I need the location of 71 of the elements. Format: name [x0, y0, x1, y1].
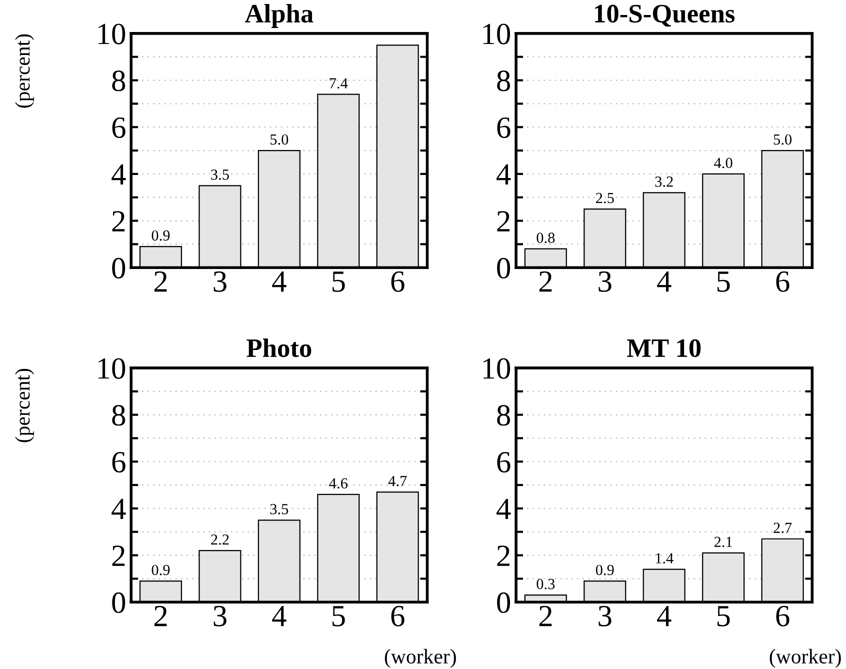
chart-title: MT 10 [627, 339, 701, 358]
data-label: 2.5 [596, 192, 614, 204]
data-label: 1.4 [656, 553, 674, 564]
x-tick-label: 4 [272, 271, 286, 292]
x-tick-label: 5 [332, 272, 345, 292]
y-tick-label: 2 [112, 211, 125, 232]
data-label: 2.2 [211, 534, 229, 545]
x-tick-label: 2 [154, 606, 167, 626]
x-tick-label: 5 [717, 606, 730, 626]
x-tick-label: 2 [539, 606, 552, 626]
y-tick-label: 2 [112, 546, 125, 566]
x-tick-label: 6 [776, 606, 790, 626]
y-tick-label: 0 [112, 258, 126, 278]
x-tick-label: 2 [154, 271, 167, 292]
data-label: 2.7 [774, 522, 792, 534]
x-axis-title: (worker) [770, 648, 841, 668]
y-tick-label: 4 [112, 164, 126, 185]
y-tick-label: 4 [112, 498, 126, 520]
y-axis-title: (percent) [15, 368, 34, 442]
y-tick-label: 8 [112, 70, 126, 92]
data-label: 5.0 [774, 134, 792, 145]
data-label: 0.9 [596, 564, 614, 576]
data-label: 5.0 [270, 134, 288, 145]
y-tick-label: 8 [497, 70, 510, 92]
y-axis-title: (percent) [15, 34, 34, 108]
y-tick-label: 10 [483, 358, 510, 379]
y-tick-label: 2 [497, 211, 510, 232]
y-tick-label: 8 [112, 405, 126, 426]
y-tick-label: 8 [497, 405, 510, 426]
x-tick-label: 3 [598, 271, 612, 292]
chart-title: Photo [246, 338, 312, 358]
x-tick-label: 6 [776, 271, 790, 292]
x-tick-label: 2 [539, 271, 552, 292]
x-tick-label: 5 [332, 606, 345, 626]
data-label: 2.1 [714, 536, 732, 548]
y-tick-label: 0 [497, 592, 510, 613]
data-label: 3.5 [211, 170, 229, 180]
x-tick-label: 4 [657, 271, 672, 292]
y-tick-label: 10 [483, 24, 510, 44]
y-tick-label: 6 [497, 117, 510, 138]
x-tick-label: 4 [657, 606, 672, 626]
y-tick-label: 4 [496, 164, 511, 185]
y-tick-label: 6 [112, 452, 126, 473]
data-label: 4.7 [388, 476, 407, 486]
data-label: 0.8 [536, 232, 555, 244]
data-label: 0.9 [152, 564, 170, 576]
y-tick-label: 10 [98, 24, 126, 44]
y-tick-label: 6 [112, 117, 126, 138]
data-label: 3.5 [270, 504, 288, 514]
chart-title: Alpha [244, 4, 314, 28]
x-tick-label: 3 [214, 606, 226, 626]
data-label: 7.4 [330, 78, 348, 89]
data-label: 3.2 [655, 176, 673, 187]
data-label: 4.0 [714, 158, 732, 168]
data-label: 4.6 [329, 478, 348, 489]
y-tick-label: 4 [496, 498, 511, 520]
y-tick-label: 0 [497, 258, 510, 278]
x-tick-label: 4 [272, 606, 286, 626]
x-tick-label: 3 [598, 606, 612, 626]
x-tick-label: 5 [717, 272, 730, 292]
y-tick-label: 2 [497, 546, 510, 566]
y-tick-label: 10 [98, 358, 126, 379]
y-tick-label: 6 [497, 452, 510, 473]
x-axis-title: (worker) [384, 648, 456, 668]
x-tick-label: 6 [391, 606, 404, 626]
x-tick-label: 6 [391, 271, 404, 292]
chart-title: 10-S-Queens [595, 4, 735, 27]
x-tick-label: 3 [214, 271, 226, 292]
data-label: 0.9 [152, 230, 170, 241]
y-tick-label: 0 [112, 592, 126, 613]
data-label: 0.3 [536, 578, 555, 590]
